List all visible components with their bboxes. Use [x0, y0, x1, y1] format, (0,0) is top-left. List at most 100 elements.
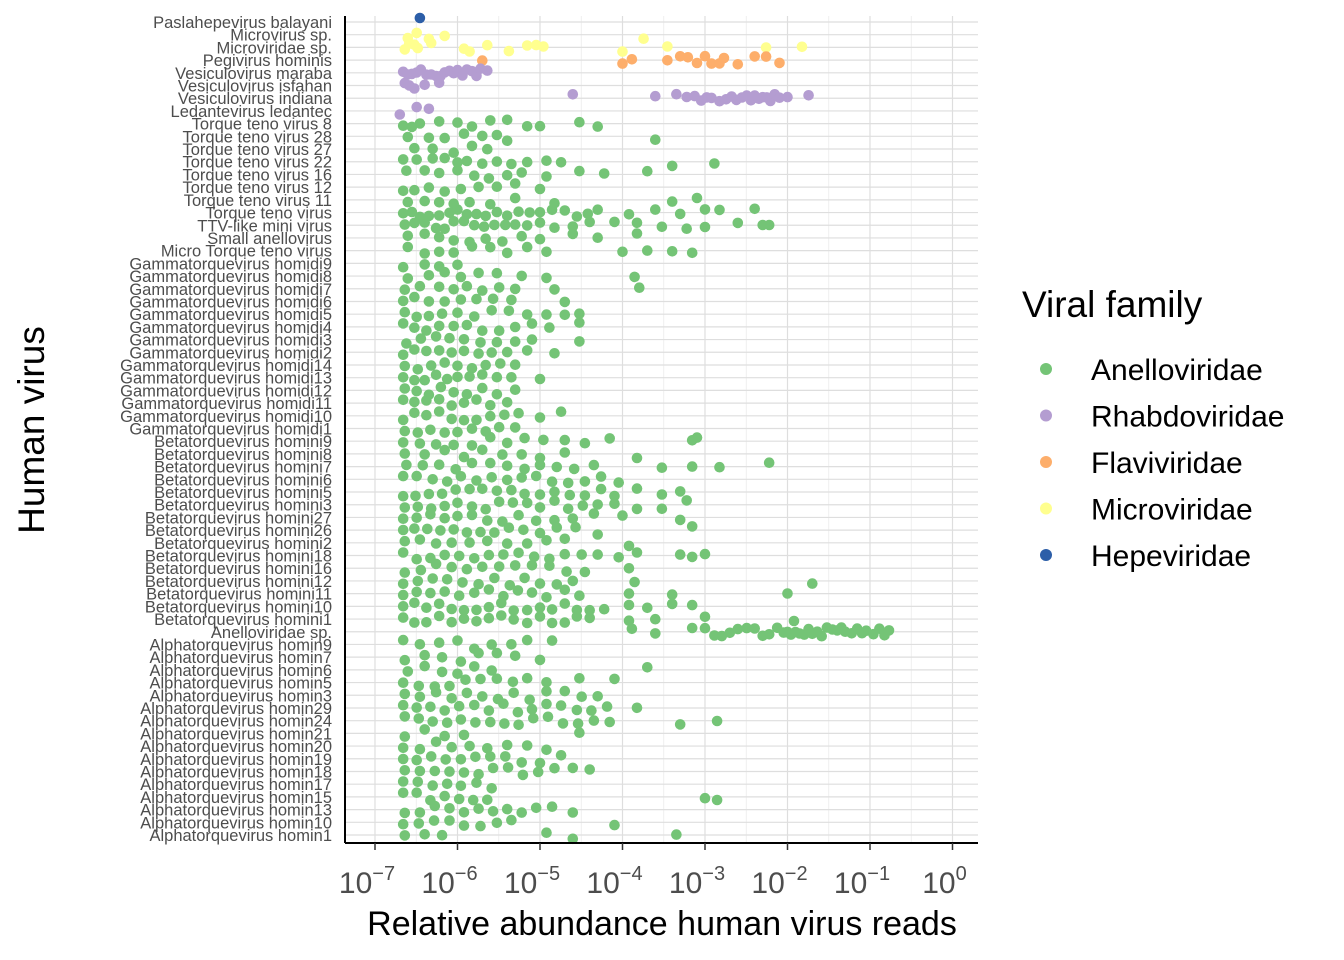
data-point: [409, 523, 420, 534]
data-point: [427, 780, 439, 791]
data-point: [642, 602, 653, 614]
data-point: [662, 41, 673, 52]
data-point: [574, 590, 585, 601]
data-point: [436, 308, 448, 320]
data-point: [674, 719, 686, 730]
data-point: [439, 512, 451, 524]
data-point: [674, 514, 686, 526]
data-point: [524, 207, 535, 218]
data-point: [582, 208, 594, 220]
data-point: [508, 687, 519, 699]
data-point: [749, 51, 760, 62]
data-point: [509, 219, 521, 230]
legend-title: Viral family: [1022, 284, 1203, 325]
data-point: [551, 522, 563, 533]
data-point: [471, 604, 482, 616]
data-point: [446, 741, 458, 753]
data-point: [475, 820, 486, 832]
data-point: [455, 271, 467, 283]
data-point: [617, 246, 628, 258]
data-point: [706, 58, 717, 69]
data-point: [399, 306, 411, 318]
data-point: [427, 143, 439, 154]
data-point: [464, 371, 475, 382]
y-tick-label: Gammatorquevirus homidi10: [120, 408, 332, 426]
data-point: [491, 129, 503, 141]
data-point: [455, 714, 467, 725]
data-point: [433, 459, 445, 471]
data-point: [576, 691, 587, 702]
data-point: [433, 167, 445, 179]
data-point: [409, 396, 420, 408]
data-point: [796, 41, 808, 53]
data-point: [711, 794, 723, 806]
y-tick-label: Alphatorquevirus homin13: [140, 802, 332, 820]
data-point: [448, 247, 460, 258]
data-point: [691, 432, 703, 443]
data-point: [413, 818, 425, 829]
data-point: [430, 736, 442, 748]
data-point: [642, 662, 653, 673]
data-point: [466, 363, 478, 374]
data-point: [458, 767, 470, 778]
data-point: [469, 219, 480, 231]
data-point: [559, 447, 571, 458]
data-point: [421, 325, 432, 336]
data-point: [574, 165, 585, 177]
data-point: [433, 610, 445, 622]
data-point: [496, 597, 507, 609]
data-point: [501, 114, 513, 126]
data-point: [397, 612, 409, 623]
data-point: [549, 348, 560, 359]
data-point: [414, 639, 426, 650]
data-point: [473, 348, 484, 359]
data-point: [521, 40, 533, 51]
data-point: [401, 459, 412, 471]
data-point: [588, 459, 600, 471]
data-point: [397, 634, 409, 646]
data-point: [414, 691, 426, 703]
data-point: [411, 101, 423, 113]
data-point: [551, 461, 563, 473]
data-point: [414, 765, 426, 777]
y-tick-label: Betatorquevirus homini1: [154, 611, 332, 629]
data-point: [483, 549, 495, 561]
data-point: [561, 566, 572, 577]
data-point: [507, 676, 519, 688]
data-point: [397, 524, 409, 536]
legend-key: [1040, 456, 1052, 468]
data-point: [662, 55, 673, 66]
data-point: [411, 27, 423, 39]
data-point: [439, 266, 451, 278]
data-point: [513, 206, 524, 217]
data-point: [425, 37, 437, 49]
data-point: [461, 319, 473, 331]
data-point: [419, 248, 431, 259]
data-point: [491, 485, 503, 497]
data-point: [473, 181, 484, 193]
data-point: [446, 616, 458, 628]
data-point: [412, 364, 424, 375]
data-point: [461, 155, 473, 167]
data-point: [471, 616, 482, 627]
data-point: [461, 563, 473, 575]
data-point: [477, 158, 488, 169]
data-point: [609, 216, 620, 228]
data-point: [453, 700, 465, 712]
data-point: [477, 130, 488, 142]
data-point: [421, 602, 432, 613]
data-point: [458, 397, 470, 409]
data-point: [401, 338, 412, 349]
data-point: [486, 783, 498, 794]
data-point: [650, 613, 661, 625]
y-tick-label: Betatorquevirus homini16: [145, 560, 332, 578]
data-point: [480, 359, 492, 371]
data-point: [732, 59, 744, 70]
data-point: [718, 52, 730, 64]
data-point: [427, 474, 439, 485]
y-tick-label: Alphatorquevirus homin20: [140, 738, 332, 756]
data-point: [626, 54, 638, 65]
data-point: [546, 476, 558, 488]
data-point: [613, 477, 624, 488]
y-tick-label: Paslahepevirus balayani: [153, 14, 332, 32]
